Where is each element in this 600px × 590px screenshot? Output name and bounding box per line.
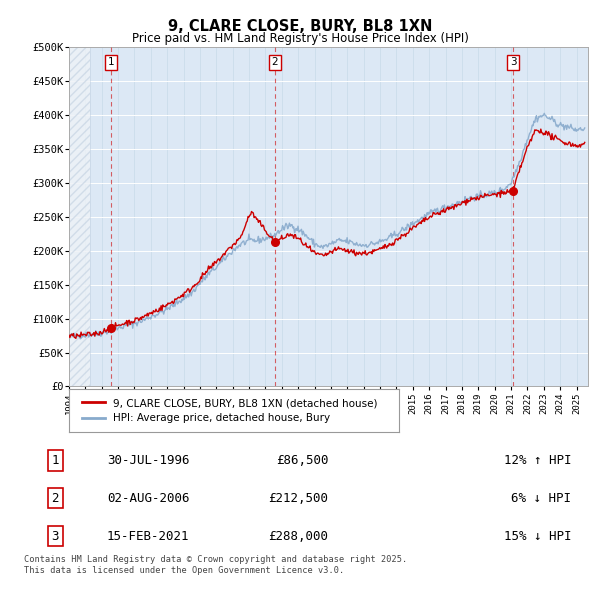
Text: 1: 1 <box>51 454 59 467</box>
Text: £86,500: £86,500 <box>276 454 329 467</box>
Text: 2: 2 <box>51 491 59 504</box>
Text: Contains HM Land Registry data © Crown copyright and database right 2025.
This d: Contains HM Land Registry data © Crown c… <box>24 555 407 575</box>
Text: Price paid vs. HM Land Registry's House Price Index (HPI): Price paid vs. HM Land Registry's House … <box>131 32 469 45</box>
Text: £212,500: £212,500 <box>269 491 329 504</box>
Text: £288,000: £288,000 <box>269 530 329 543</box>
Text: 2: 2 <box>272 57 278 67</box>
Text: 15-FEB-2021: 15-FEB-2021 <box>107 530 190 543</box>
Text: 3: 3 <box>51 530 59 543</box>
Text: 02-AUG-2006: 02-AUG-2006 <box>107 491 190 504</box>
Text: 30-JUL-1996: 30-JUL-1996 <box>107 454 190 467</box>
Text: 1: 1 <box>108 57 115 67</box>
Text: 15% ↓ HPI: 15% ↓ HPI <box>503 530 571 543</box>
Text: 9, CLARE CLOSE, BURY, BL8 1XN: 9, CLARE CLOSE, BURY, BL8 1XN <box>168 19 432 34</box>
Text: 6% ↓ HPI: 6% ↓ HPI <box>511 491 571 504</box>
Text: 3: 3 <box>510 57 517 67</box>
Legend: 9, CLARE CLOSE, BURY, BL8 1XN (detached house), HPI: Average price, detached hou: 9, CLARE CLOSE, BURY, BL8 1XN (detached … <box>77 394 382 427</box>
Text: 12% ↑ HPI: 12% ↑ HPI <box>503 454 571 467</box>
